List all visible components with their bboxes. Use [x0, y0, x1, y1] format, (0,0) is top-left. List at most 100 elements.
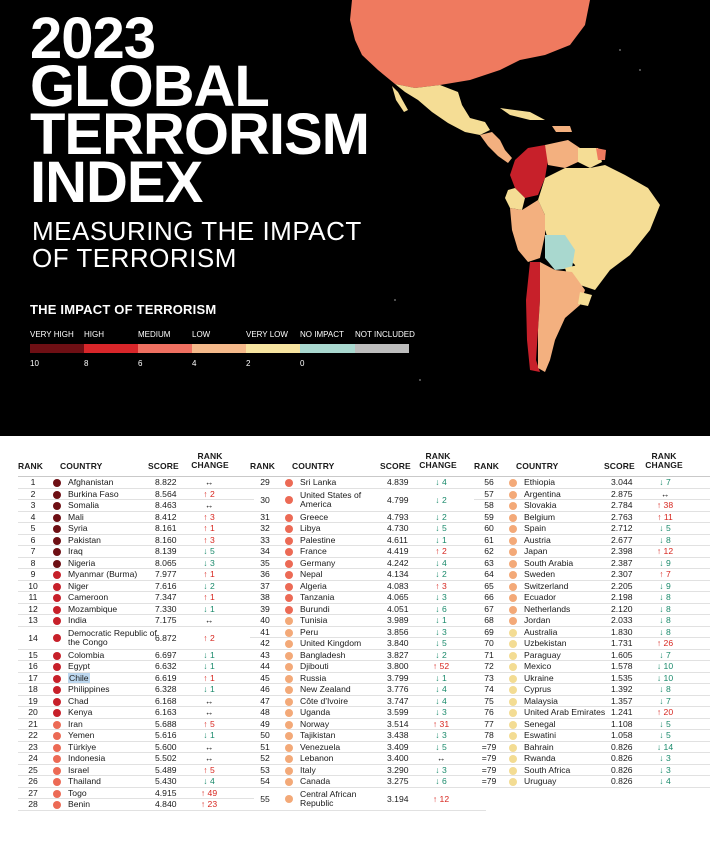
- country-cell: Palestine: [300, 534, 336, 545]
- score-cell: 6.632: [155, 661, 177, 671]
- rank-change-cell: ↑ 23: [200, 799, 218, 809]
- rank-change-cell: ↓ 2: [435, 511, 447, 522]
- map-cuba: [500, 108, 545, 120]
- score-cell: 5.688: [155, 718, 177, 729]
- legend-swatch-not-included: [355, 344, 409, 353]
- score-cell: 8.564: [155, 488, 177, 499]
- country-cell: Austria: [524, 534, 551, 545]
- rank-change-cell: ↓ 1: [203, 684, 215, 694]
- rank-change-cell: ↓ 1: [203, 603, 215, 614]
- table-row: 50 Tajikistan 3.438 ↓ 3: [250, 730, 486, 742]
- impact-dot-icon: [53, 789, 61, 798]
- table-row: 27 Togo 4.915 ↑ 49: [18, 788, 254, 799]
- impact-dot-icon: [509, 766, 517, 775]
- score-cell: 3.194: [387, 793, 409, 804]
- legend-label-high: HIGH: [84, 330, 104, 339]
- table-row: 16 Egypt 6.632 ↓ 1: [18, 661, 254, 673]
- country-cell: Iran: [68, 718, 83, 729]
- score-cell: 4.730: [387, 523, 409, 533]
- rank-cell: 71: [484, 649, 494, 660]
- country-cell: Djibouti: [300, 661, 329, 671]
- rank-cell: =79: [481, 764, 497, 775]
- impact-dot-icon: [285, 479, 293, 487]
- rank-cell: 6: [30, 534, 36, 545]
- table-column-3: RANK COUNTRY SCORE RANK CHANGE 56 Ethiopi…: [474, 436, 710, 856]
- rank-change-cell: ↓ 3: [435, 626, 447, 637]
- country-cell: Philippines: [68, 684, 110, 694]
- legend-label-low: LOW: [192, 330, 211, 339]
- score-cell: 3.827: [387, 649, 409, 660]
- country-cell: Greece: [300, 511, 329, 522]
- impact-dot-icon: [53, 651, 61, 660]
- impact-dot-icon: [53, 732, 61, 740]
- country-cell: Indonesia: [68, 753, 106, 763]
- score-cell: 3.800: [387, 661, 409, 671]
- country-cell: Nepal: [300, 569, 323, 579]
- impact-dot-icon: [509, 548, 517, 556]
- table-row: 26 Thailand 5.430 ↓ 4: [18, 776, 254, 788]
- rank-change-cell: ↓ 1: [435, 615, 447, 625]
- rank-cell: 40: [260, 615, 270, 625]
- score-cell: 2.387: [611, 557, 633, 568]
- country-cell: Netherlands: [524, 603, 571, 614]
- legend-tick-6: 6: [138, 359, 143, 368]
- header-rank-change-line2: CHANGE: [191, 459, 229, 470]
- rank-cell: 43: [260, 649, 270, 660]
- impact-dot-icon: [53, 525, 61, 533]
- rank-change-cell: ↔: [204, 707, 214, 717]
- country-cell: Belgium: [524, 511, 556, 522]
- impact-dot-icon: [285, 709, 293, 717]
- rank-change-cell: ↓ 2: [435, 569, 447, 579]
- rank-cell: 4: [30, 511, 36, 522]
- impact-dot-icon: [53, 582, 61, 591]
- impact-dot-icon: [509, 536, 517, 545]
- map-venezuela: [545, 140, 580, 168]
- rank-cell: 64: [484, 569, 494, 579]
- table-row: 71 Paraguay 1.605 ↓ 7: [474, 649, 710, 661]
- country-cell: Türkiye: [68, 741, 97, 752]
- rank-change-cell: ↑ 1: [203, 569, 215, 579]
- rank-cell: 52: [260, 753, 270, 763]
- rank-change-cell: ↔: [204, 741, 214, 752]
- score-cell: 2.398: [611, 546, 633, 556]
- score-cell: 4.083: [387, 580, 409, 591]
- score-cell: 4.134: [387, 569, 409, 579]
- legend-tick-2: 2: [246, 359, 251, 368]
- title-line-2: GLOBAL: [30, 54, 270, 119]
- rank-change-cell: ↓ 4: [435, 695, 447, 706]
- score-cell: 1.058: [611, 730, 633, 740]
- table-row: 35 Germany 4.242 ↓ 4: [250, 557, 486, 569]
- table-row: 31 Greece 4.793 ↓ 2: [250, 511, 486, 523]
- table-row: 41 Peru 3.856 ↓ 3: [250, 626, 486, 638]
- score-cell: 3.799: [387, 672, 409, 683]
- title-line-1: 2023: [30, 6, 156, 71]
- impact-dot-icon: [53, 502, 61, 510]
- americas-map: [350, 0, 660, 381]
- impact-dot-icon: [53, 513, 61, 522]
- header-country: COUNTRY: [292, 461, 335, 471]
- score-cell: 7.977: [155, 569, 177, 579]
- table-row: =79 South Africa 0.826 ↓ 3: [474, 764, 710, 776]
- table-row: 30 United States of America 4.799 ↓ 2: [250, 489, 486, 512]
- country-cell: Uganda: [300, 707, 331, 717]
- rank-change-cell: ↑ 7: [659, 569, 671, 579]
- country-cell: Somalia: [68, 500, 100, 510]
- impact-dot-icon: [285, 548, 293, 556]
- score-cell: 3.438: [387, 730, 409, 740]
- country-cell: Tanzania: [300, 592, 335, 602]
- header-score: SCORE: [380, 461, 411, 471]
- rank-change-cell: ↓ 3: [659, 753, 671, 763]
- country-cell: Eswatini: [524, 730, 556, 740]
- table-row: 65 Switzerland 2.205 ↓ 9: [474, 581, 710, 592]
- table-row: 74 Cyprus 1.392 ↓ 8: [474, 684, 710, 696]
- table-row: 8 Nigeria 8.065 ↓ 3: [18, 558, 254, 569]
- score-cell: 8.463: [155, 500, 177, 510]
- rank-cell: 60: [484, 523, 494, 533]
- table-row: 46 New Zealand 3.776 ↓ 4: [250, 684, 486, 696]
- table-row: 3 Somalia 8.463 ↔: [18, 500, 254, 512]
- table-row: 4 Mali 8.412 ↑ 3: [18, 511, 254, 523]
- table-row: 10 Niger 7.616 ↓ 2: [18, 581, 254, 592]
- country-cell: Ethiopia: [524, 477, 556, 487]
- impact-dot-icon: [53, 536, 61, 545]
- score-cell: 4.242: [387, 557, 409, 568]
